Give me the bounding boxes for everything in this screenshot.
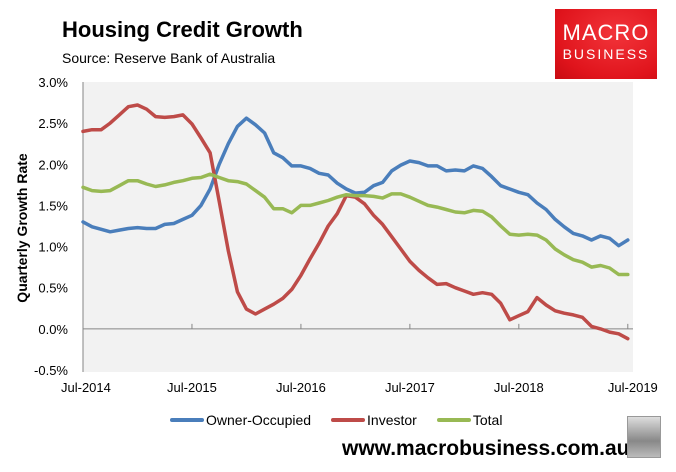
legend-label: Total: [472, 412, 503, 428]
series-line-total: [81, 172, 630, 277]
legend-label: Owner-Occupied: [206, 412, 312, 428]
website-url: www.macrobusiness.com.au: [342, 437, 630, 460]
y-tick-label: 2.0%: [38, 157, 68, 172]
y-tick-label: 2.5%: [38, 116, 68, 131]
legend-item-total: Total: [436, 412, 503, 428]
wolf-image: [627, 416, 661, 458]
legend-item-owner-occupied: Owner-Occupied: [170, 412, 311, 428]
legend: Owner-Occupied Investor Total: [170, 412, 502, 428]
logo-line-2: BUSINESS: [562, 46, 650, 62]
chart-title: Housing Credit Growth: [62, 17, 303, 42]
y-tick-label: 1.5%: [38, 198, 68, 213]
x-tick-label: Jul-2015: [167, 380, 217, 395]
logo-line-1: MACRO: [562, 20, 650, 45]
y-tick-label: 0.0%: [38, 322, 68, 337]
chart-subtitle: Source: Reserve Bank of Australia: [62, 50, 276, 66]
series-line-owner-occupied: [81, 116, 630, 248]
y-tick-label: 1.0%: [38, 240, 68, 255]
x-tick-label: Jul-2018: [494, 380, 544, 395]
x-tick-label: Jul-2017: [385, 380, 435, 395]
x-tick-label: Jul-2016: [276, 380, 326, 395]
y-tick-label: 3.0%: [38, 75, 68, 90]
x-tick-label: Jul-2014: [61, 380, 111, 395]
y-tick-label: 0.5%: [38, 281, 68, 296]
macrobusiness-logo: MACRO BUSINESS: [555, 9, 657, 79]
legend-swatch: [436, 418, 471, 422]
x-tick-label: Jul-2019: [608, 380, 658, 395]
legend-swatch: [170, 418, 204, 422]
legend-label: Investor: [367, 412, 417, 428]
legend-item-investor: Investor: [331, 412, 417, 428]
y-axis-label: Quarterly Growth Rate: [14, 153, 30, 303]
y-tick-label: -0.5%: [34, 363, 68, 378]
legend-swatch: [331, 418, 366, 422]
plot-area: [83, 82, 633, 372]
